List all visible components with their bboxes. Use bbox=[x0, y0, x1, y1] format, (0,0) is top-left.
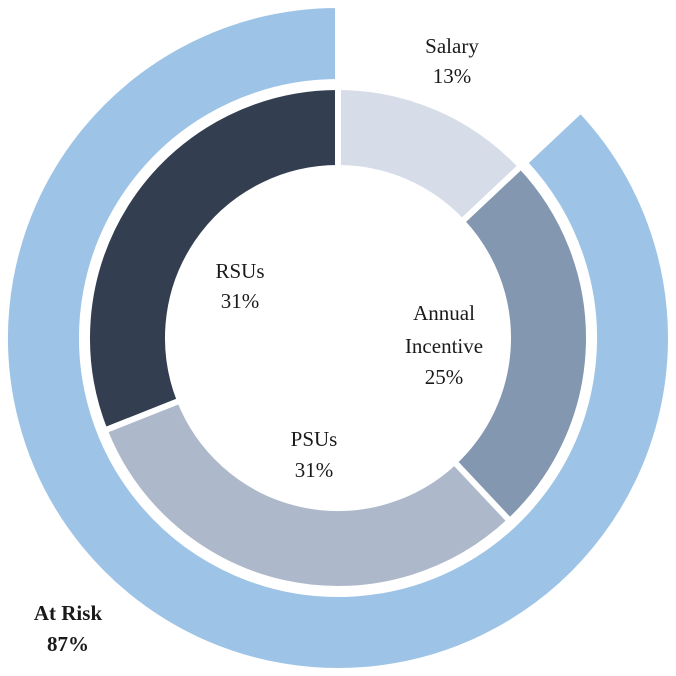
label-salary-value: 13% bbox=[433, 64, 472, 88]
label-at-risk: At Risk 87% bbox=[34, 601, 103, 656]
label-salary: Salary 13% bbox=[425, 34, 479, 88]
label-at-risk-value: 87% bbox=[47, 632, 89, 656]
label-annual-incentive-line1: Annual bbox=[413, 301, 475, 325]
label-annual-incentive-value: 25% bbox=[425, 365, 464, 389]
inner-slice-rsus bbox=[84, 83, 341, 435]
label-annual-incentive-line2: Incentive bbox=[405, 334, 483, 358]
label-rsus: RSUs 31% bbox=[215, 259, 264, 313]
label-at-risk-name: At Risk bbox=[34, 601, 103, 625]
label-salary-name: Salary bbox=[425, 34, 479, 58]
inner-slice-annual-incentive bbox=[450, 161, 592, 526]
label-psus-name: PSUs bbox=[291, 427, 338, 451]
inner-slice-psus bbox=[100, 396, 515, 592]
label-annual-incentive: Annual Incentive 25% bbox=[405, 301, 483, 389]
label-rsus-value: 31% bbox=[221, 289, 260, 313]
label-rsus-name: RSUs bbox=[215, 259, 264, 283]
inner-ring bbox=[84, 83, 592, 592]
label-psus-value: 31% bbox=[295, 458, 334, 482]
label-psus: PSUs 31% bbox=[291, 427, 338, 482]
